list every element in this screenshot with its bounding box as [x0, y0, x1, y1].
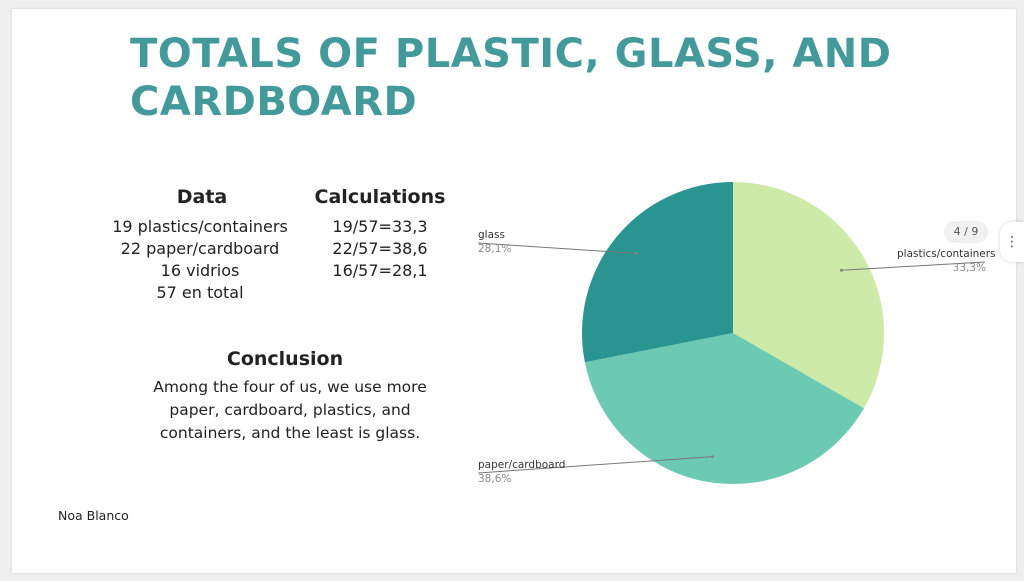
slice-label: paper/cardboard: [478, 459, 565, 471]
calc-row: 22/57=38,6: [332, 239, 428, 258]
data-heading: Data: [176, 186, 228, 208]
slice-percent-label: 38,6%: [478, 473, 511, 485]
leader-line: [477, 456, 713, 474]
calculations-heading: Calculations: [314, 186, 446, 208]
leader-line: [841, 261, 986, 271]
data-row: 57 en total: [156, 283, 244, 302]
conclusion-line: Among the four of us, we use more: [153, 378, 427, 396]
slice-label: plastics/containers: [897, 248, 996, 260]
conclusion-text: Among the four of us, we use more paper,…: [140, 376, 440, 445]
slice-label: glass: [478, 229, 505, 241]
data-row: 22 paper/cardboard: [120, 239, 280, 258]
more-options-button[interactable]: ⋮: [1000, 222, 1024, 262]
vertical-ellipsis-icon: ⋮: [1005, 234, 1019, 250]
page-indicator: 4 / 9: [944, 221, 988, 243]
slide-title: TOTALS OF PLASTIC, GLASS, AND CARDBOARD: [130, 31, 892, 125]
slice-percent-label: 28,1%: [478, 243, 511, 255]
data-list: 19 plastics/containers 22 paper/cardboar…: [100, 216, 300, 304]
slice-percent-label: 33,3%: [953, 262, 986, 274]
calc-row: 19/57=33,3: [332, 217, 428, 236]
pie-slice-glass: [582, 182, 733, 363]
conclusion-line: containers, and the least is glass.: [159, 424, 421, 442]
conclusion-heading: Conclusion: [226, 348, 344, 370]
leader-line: [477, 242, 637, 254]
pie-slice-paper-cardboard: [584, 333, 864, 484]
data-row: 16 vidrios: [160, 261, 240, 280]
calculation-list: 19/57=33,3 22/57=38,6 16/57=28,1: [305, 216, 455, 282]
pie-slice-plastics-containers: [733, 182, 884, 409]
conclusion-line: paper, cardboard, plastics, and: [169, 401, 411, 419]
data-row: 19 plastics/containers: [112, 217, 288, 236]
calc-row: 16/57=28,1: [332, 261, 428, 280]
author-name: Noa Blanco: [58, 508, 129, 523]
